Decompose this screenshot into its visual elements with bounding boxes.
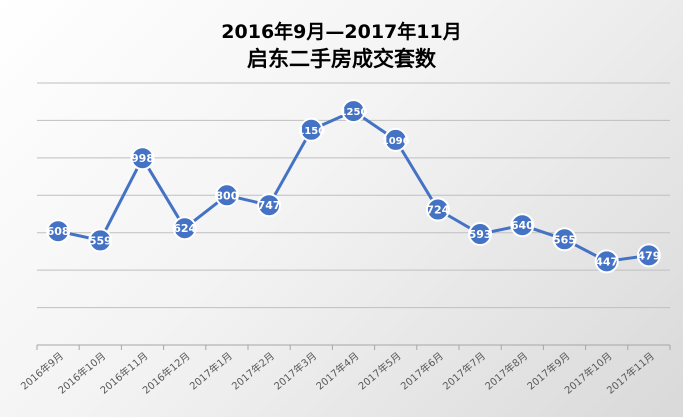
x-tick-label: 2017年8月	[482, 349, 530, 392]
data-point-marker	[299, 117, 324, 142]
data-point: 479	[636, 243, 661, 268]
x-tick-labels: 2016年9月2016年10月2016年11月2016年12月2017年1月20…	[18, 349, 657, 396]
data-point: 1150	[297, 117, 325, 142]
data-point: 624	[172, 216, 197, 241]
data-point-marker	[510, 213, 535, 238]
data-label: 998	[131, 152, 154, 165]
data-label: 747	[258, 199, 281, 212]
data-point-marker	[552, 227, 577, 252]
x-tick-label: 2017年1月	[187, 349, 235, 392]
data-label: 447	[595, 255, 618, 268]
x-axis	[36, 344, 671, 350]
data-point: 800	[214, 183, 239, 208]
x-tick-label: 2017年4月	[313, 349, 361, 392]
data-label: 800	[215, 189, 238, 202]
data-point-marker	[636, 243, 661, 268]
data-point-marker	[88, 228, 113, 253]
data-point: 447	[594, 249, 619, 274]
data-label: 1150	[297, 126, 325, 137]
data-point-marker	[130, 146, 155, 171]
data-label: 565	[553, 233, 576, 246]
x-tick-label: 2017年5月	[356, 349, 404, 392]
data-label: 593	[469, 228, 492, 241]
chart-subtitle: 启东二手房成交套数	[247, 47, 436, 71]
data-point-marker	[257, 193, 282, 218]
data-point: 559	[88, 228, 113, 253]
data-point-marker	[425, 197, 450, 222]
data-point-marker	[46, 219, 71, 244]
data-point: 998	[130, 146, 155, 171]
data-label: 1096	[382, 136, 410, 147]
data-point: 1096	[382, 127, 410, 152]
data-label: 559	[89, 234, 112, 247]
data-label: 640	[511, 219, 534, 232]
data-point: 747	[257, 193, 282, 218]
data-point: 724	[425, 197, 450, 222]
x-tick-label: 2017年2月	[229, 349, 277, 392]
data-label: 724	[426, 204, 449, 217]
data-label: 1250	[340, 107, 368, 118]
data-point-marker	[468, 222, 493, 247]
data-label: 479	[637, 249, 660, 262]
chart-title: 2016年9月—2017年11月	[221, 21, 462, 43]
x-tick-label: 2017年3月	[271, 349, 319, 392]
x-tick-label: 2017年7月	[440, 349, 488, 392]
data-label: 624	[173, 222, 196, 235]
data-point-marker	[383, 127, 408, 152]
data-point-marker	[341, 99, 366, 124]
x-tick-label: 2017年6月	[398, 349, 446, 392]
data-point-marker	[172, 216, 197, 241]
data-point-marker	[214, 183, 239, 208]
data-point: 1250	[340, 99, 368, 124]
data-point: 593	[468, 222, 493, 247]
data-point: 565	[552, 227, 577, 252]
data-point-marker	[594, 249, 619, 274]
data-points: 608 559 998 624 800 747 1150 1250 1096 724 593 640 5…	[46, 99, 661, 274]
data-point: 640	[510, 213, 535, 238]
data-label: 608	[47, 225, 70, 238]
data-point: 608	[46, 219, 71, 244]
